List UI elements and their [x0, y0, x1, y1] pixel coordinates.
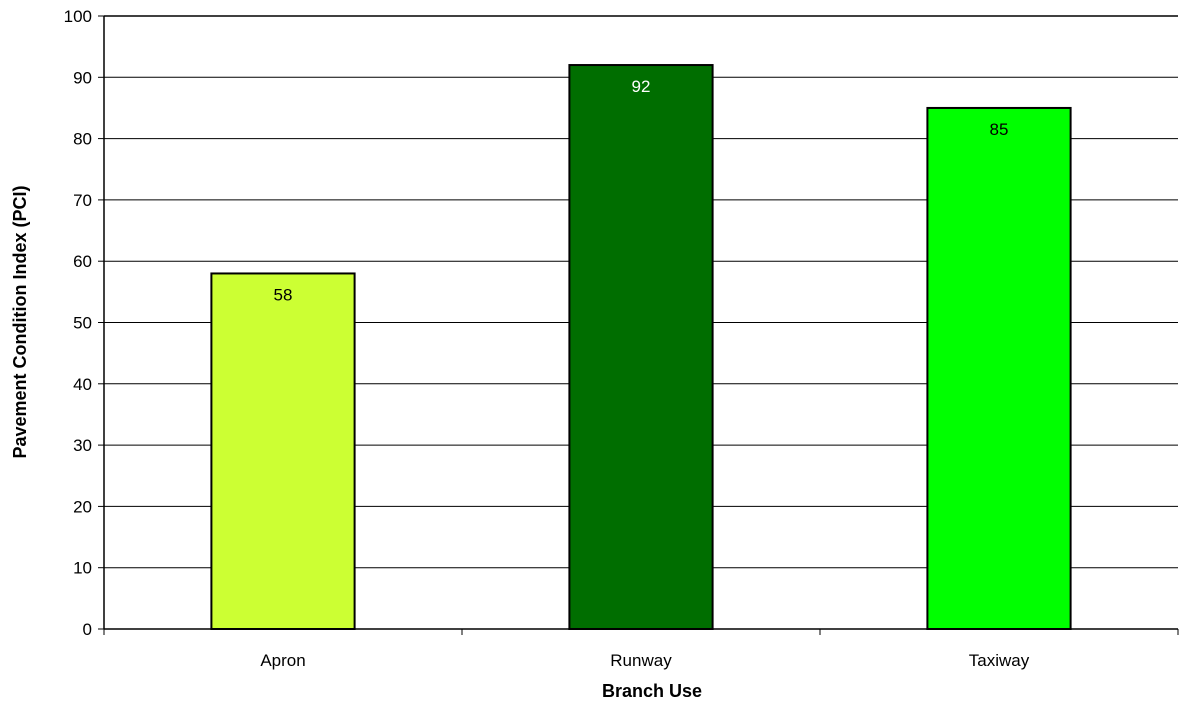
bar-runway	[568, 64, 714, 631]
x-tick-label: Apron	[260, 651, 305, 670]
y-tick-label: 90	[73, 68, 92, 87]
data-label: 58	[274, 285, 293, 304]
x-tick-label: Taxiway	[969, 651, 1030, 670]
y-axis-title: Pavement Condition Index (PCI)	[10, 185, 30, 458]
y-tick-label: 50	[73, 314, 92, 333]
bar-apron	[210, 272, 356, 630]
data-label: 85	[990, 120, 1009, 139]
x-tick-labels: Apron Runway Taxiway	[260, 651, 1029, 670]
x-tick-label: Runway	[610, 651, 672, 670]
y-tick-labels: 0 10 20 30 40 50 60 70 80 90 100	[64, 7, 92, 639]
data-labels: 58 92 85	[274, 77, 1009, 304]
y-tick-label: 60	[73, 252, 92, 271]
y-tick-label: 0	[83, 620, 92, 639]
bar-taxiway	[926, 106, 1072, 630]
y-tick-label: 20	[73, 497, 92, 516]
axes	[98, 15, 1179, 635]
y-tick-label: 30	[73, 436, 92, 455]
x-axis-title: Branch Use	[602, 681, 702, 701]
bars	[210, 64, 1072, 631]
y-tick-label: 40	[73, 375, 92, 394]
y-tick-label: 80	[73, 130, 92, 149]
y-tick-label: 70	[73, 191, 92, 210]
y-tick-label: 10	[73, 559, 92, 578]
y-tick-label: 100	[64, 7, 92, 26]
data-label: 92	[632, 77, 651, 96]
